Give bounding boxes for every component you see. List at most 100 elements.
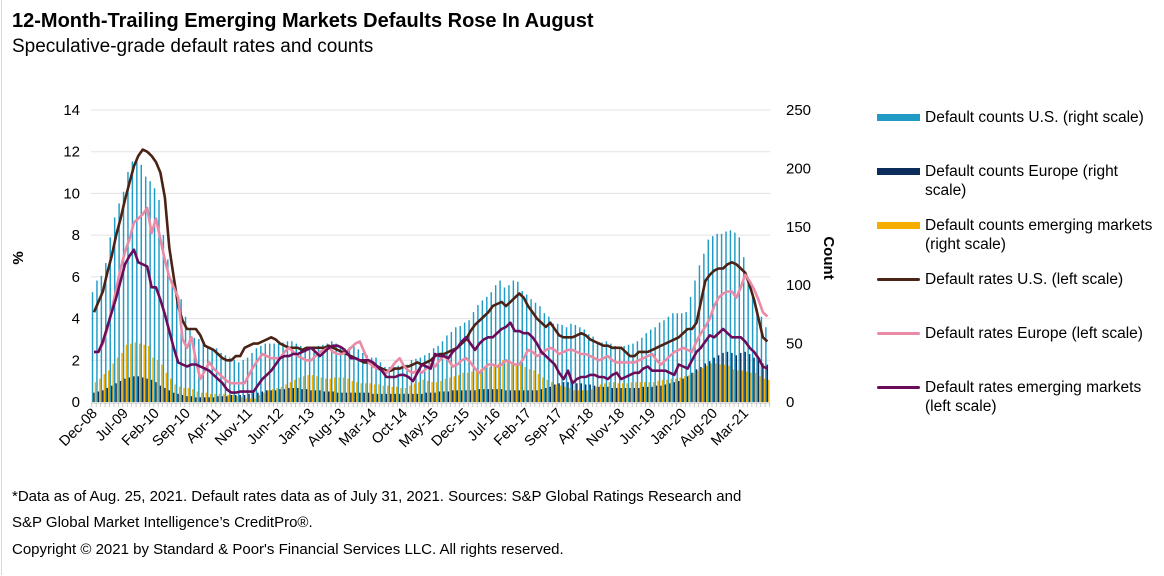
- bar: [143, 344, 145, 402]
- legend-label: Default rates emerging markets (left sca…: [925, 379, 1142, 415]
- bar: [125, 344, 128, 402]
- bar: [325, 378, 327, 402]
- bar: [124, 378, 126, 402]
- bar: [331, 341, 333, 402]
- bar: [397, 365, 399, 402]
- bar: [565, 327, 568, 402]
- bar: [356, 382, 358, 402]
- bar: [93, 392, 95, 402]
- bar: [689, 296, 692, 402]
- bar: [294, 379, 296, 402]
- bar: [598, 386, 600, 402]
- bar: [291, 341, 293, 402]
- bar: [487, 389, 489, 402]
- bar: [630, 382, 633, 402]
- bar: [308, 348, 311, 402]
- bar: [372, 393, 374, 402]
- bar: [297, 387, 299, 402]
- bar: [258, 394, 261, 402]
- bar: [232, 394, 234, 402]
- bar: [229, 357, 231, 402]
- bar: [582, 390, 584, 402]
- bar: [649, 329, 652, 402]
- bar: [521, 291, 523, 402]
- bar: [533, 370, 535, 402]
- bar: [540, 389, 543, 402]
- bar: [738, 237, 741, 402]
- bar: [428, 352, 430, 402]
- bar: [587, 334, 590, 402]
- bar: [683, 376, 686, 402]
- bar: [264, 343, 267, 402]
- bar: [353, 345, 355, 402]
- bar: [743, 257, 745, 402]
- bar: [158, 199, 160, 402]
- left-axis-tick-label: 0: [72, 394, 80, 411]
- bar: [737, 370, 739, 402]
- bar: [359, 392, 361, 402]
- bar: [400, 387, 402, 402]
- bar: [740, 352, 742, 402]
- bar: [714, 363, 717, 402]
- left-axis-tick-label: 4: [72, 311, 80, 328]
- bar: [140, 164, 142, 402]
- bar: [691, 372, 693, 402]
- bar: [221, 396, 224, 402]
- bar: [731, 352, 733, 402]
- bar: [335, 343, 337, 402]
- legend-swatch: [877, 168, 920, 175]
- bar: [549, 386, 551, 402]
- bar: [762, 363, 764, 402]
- bar: [586, 390, 588, 402]
- bar: [593, 385, 596, 402]
- bar: [546, 379, 549, 402]
- series-line: [94, 248, 768, 394]
- bar: [205, 392, 207, 402]
- bar: [97, 391, 100, 402]
- bar: [347, 378, 349, 402]
- bar: [121, 352, 123, 402]
- bar: [712, 236, 714, 402]
- bar: [562, 382, 565, 402]
- bar: [751, 293, 754, 402]
- bar: [116, 357, 119, 402]
- bar: [302, 376, 305, 402]
- bar: [452, 390, 454, 402]
- bar: [223, 393, 225, 402]
- bar: [395, 386, 398, 402]
- bar: [615, 387, 618, 402]
- legend-swatch: [877, 222, 920, 229]
- bar: [542, 377, 544, 402]
- bar: [251, 352, 253, 402]
- bar: [298, 377, 300, 402]
- bar: [744, 351, 746, 402]
- bar: [757, 359, 760, 402]
- bar: [115, 383, 117, 402]
- bar: [497, 363, 500, 402]
- bar: [339, 345, 342, 402]
- bar: [316, 376, 318, 402]
- bar: [644, 382, 646, 402]
- bar: [168, 390, 171, 402]
- bar: [378, 384, 380, 402]
- bar: [245, 398, 247, 402]
- bar: [647, 386, 649, 402]
- bar: [255, 348, 258, 402]
- bar: [496, 389, 498, 402]
- bar: [342, 377, 345, 402]
- bar: [589, 384, 591, 402]
- bar: [103, 373, 106, 402]
- left-axis-tick-label: 8: [72, 227, 80, 244]
- bar: [678, 380, 680, 402]
- bar: [162, 234, 165, 402]
- bar: [107, 370, 110, 402]
- bar: [274, 390, 277, 402]
- bar: [655, 385, 658, 402]
- bar: [753, 357, 755, 402]
- footnote-line-1: *Data as of Aug. 25, 2021. Default rates…: [12, 488, 742, 505]
- bar: [685, 312, 687, 402]
- bar: [96, 280, 98, 402]
- bar: [688, 375, 690, 402]
- legend-swatch: [877, 278, 920, 281]
- legend-item-em-rates: Default rates emerging markets (left sca…: [877, 378, 1162, 416]
